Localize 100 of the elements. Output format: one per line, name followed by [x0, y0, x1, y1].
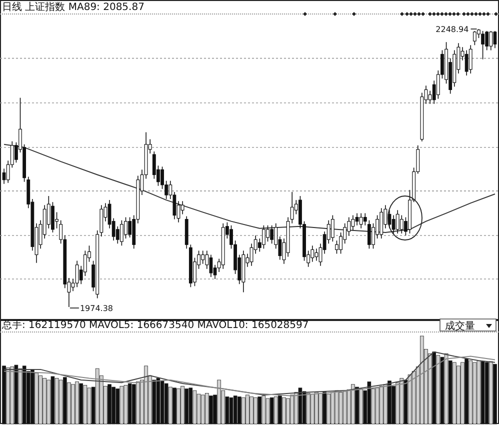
candlestick: [262, 224, 266, 250]
bar: [379, 386, 384, 424]
bar: [254, 397, 258, 424]
bar: [375, 388, 380, 424]
bar: [108, 384, 112, 424]
bar: [330, 392, 335, 424]
bar: [79, 383, 84, 424]
bar: [112, 386, 116, 424]
bar: [258, 396, 262, 424]
bar: [136, 382, 140, 424]
bar: [200, 394, 205, 424]
candlestick: [489, 30, 493, 51]
bar: [217, 380, 221, 424]
bar: [156, 378, 160, 424]
bar: [274, 396, 278, 424]
candlestick: [2, 168, 6, 184]
bar: [444, 353, 448, 424]
bar: [128, 383, 132, 424]
bar: [180, 386, 184, 424]
bar: [34, 372, 38, 424]
candlestick: [51, 202, 54, 233]
bar: [262, 396, 266, 424]
bar: [160, 380, 164, 424]
candlestick: [266, 224, 270, 242]
bar: [468, 360, 473, 424]
candlestick: [400, 214, 404, 234]
bar: [152, 380, 156, 424]
bar: [270, 397, 274, 424]
bar: [476, 360, 481, 424]
bar: [176, 388, 180, 424]
bar: [172, 388, 176, 424]
candlestick: [335, 240, 338, 254]
bar: [278, 396, 282, 424]
candlestick: [310, 245, 314, 262]
bar: [351, 384, 355, 424]
candlestick: [363, 212, 367, 226]
bar: [310, 394, 314, 424]
bar: [188, 388, 193, 424]
bar: [58, 380, 63, 424]
bar: [42, 378, 47, 424]
bar: [30, 369, 34, 424]
bar: [456, 366, 460, 424]
bar: [290, 394, 294, 424]
text: 成交量: [445, 320, 475, 332]
candlestick: [180, 200, 184, 215]
bar: [359, 388, 363, 424]
bar: [22, 366, 26, 424]
bar: [10, 366, 14, 424]
bar: [184, 388, 189, 424]
bar: [38, 375, 42, 424]
bar: [164, 383, 168, 424]
bar: [124, 385, 128, 424]
bar: [168, 386, 172, 424]
bar: [400, 378, 404, 424]
bar: [440, 356, 444, 424]
bar: [266, 398, 270, 424]
chart-title: 总手: 162119570 MAVOL5: 166673540 MAVOL10: 165028597: [1, 319, 309, 331]
bar: [233, 396, 238, 424]
candlestick: [270, 224, 274, 244]
bar: [322, 391, 326, 424]
candlestick: [75, 260, 79, 288]
candlestick: [124, 216, 128, 239]
bar: [298, 388, 302, 424]
bar: [306, 393, 310, 424]
bar: [83, 385, 88, 424]
bar: [436, 355, 440, 424]
candlestick: [347, 216, 351, 236]
bar: [50, 376, 55, 424]
bar: [18, 368, 22, 424]
bar: [237, 396, 242, 424]
bar: [314, 392, 318, 424]
bar: [355, 386, 359, 424]
candlestick: [152, 151, 156, 180]
bar: [144, 366, 148, 424]
bar: [196, 394, 201, 424]
candlestick: [396, 210, 400, 234]
bar: [472, 362, 477, 424]
candlestick: [201, 250, 205, 264]
bar: [460, 362, 464, 424]
bar: [6, 367, 10, 424]
bar: [205, 393, 209, 424]
candlestick: [100, 204, 104, 237]
candlestick: [330, 214, 334, 242]
bar: [282, 397, 286, 424]
annotation: 2248.94: [436, 25, 469, 34]
candlestick: [120, 220, 124, 246]
bar: [302, 391, 306, 424]
bar: [480, 361, 485, 424]
bar: [286, 398, 290, 424]
candlestick: [493, 30, 497, 49]
bar: [342, 391, 347, 424]
bar: [384, 384, 388, 424]
candlestick: [392, 214, 396, 234]
bar: [420, 336, 424, 424]
candlestick: [485, 30, 489, 51]
candlestick: [314, 248, 318, 262]
bar: [464, 358, 468, 424]
bar: [54, 378, 59, 424]
bar: [209, 396, 213, 424]
bar: [326, 394, 331, 424]
